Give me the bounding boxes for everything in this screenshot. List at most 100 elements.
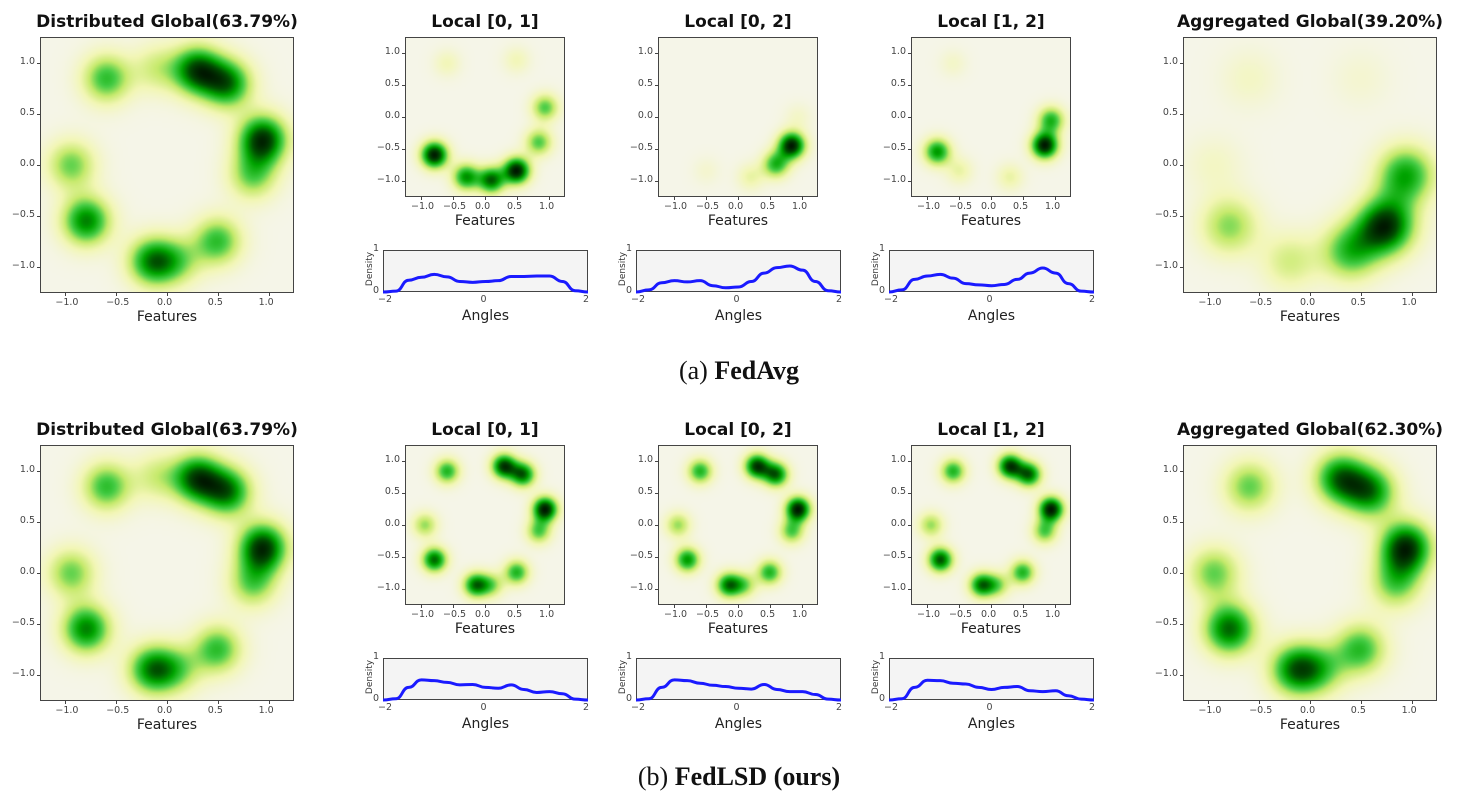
row1-panel2-ytick-mark [655, 589, 658, 590]
row1-panel3-ytick-mark [908, 493, 911, 494]
row1-panel2-density-line [635, 678, 842, 702]
row0-panel1-ytick-label: 0.0 [384, 110, 400, 121]
row0-panel2-xtick-label: 0.5 [760, 201, 776, 212]
row0-panel0-xtick-label: 1.0 [258, 297, 274, 308]
row1-panel3-density-xtick: 2 [1089, 702, 1096, 713]
row1-panel1-ytick-mark [402, 589, 405, 590]
row0-panel0-ytick-mark [37, 62, 40, 64]
row0-panel0-ytick-label: −0.5 [11, 209, 35, 221]
row0-panel1-xlabel: Features [454, 213, 516, 229]
row0-panel2-ytick-mark [655, 117, 658, 118]
row0-panel1-ytick-label: 0.5 [384, 78, 400, 89]
row1-panel0-ytick-mark [37, 573, 40, 574]
row0-panel3-ytick-mark [908, 117, 911, 118]
row0-panel3-ytick-label: 0.5 [890, 78, 906, 89]
row0-panel1-density-ylabel: Density [365, 251, 375, 287]
row1-panel2-xtick-mark [674, 605, 675, 608]
row1-panel1-xtick-mark [485, 605, 486, 608]
row1-panel2-xtick-mark [706, 605, 707, 608]
row1-panel1-density-xtick: 0 [480, 702, 487, 713]
row1-panel3-ytick-label: 0.0 [890, 518, 906, 529]
row1-panel1-xtick-label: −1.0 [411, 609, 435, 620]
row0-panel4-ytick-mark [1180, 267, 1183, 269]
row1-panel2-ytick-mark [655, 493, 658, 494]
row0-panel3-xlabel: Features [960, 213, 1022, 229]
row0-panel0-ytick-mark [37, 267, 40, 269]
row0-panel1-ytick-mark [402, 53, 405, 54]
row0-panel3-title: Local [1, 2] [937, 12, 1045, 32]
row0-panel1-density-xlabel: Angles [461, 308, 510, 324]
row0-panel4-xlabel: Features [1279, 309, 1341, 325]
caption-a-prefix: (a) [678, 356, 715, 385]
row1-panel3-heatmap [911, 445, 1071, 605]
row0-panel0-xtick-label: −1.0 [55, 297, 79, 308]
row1-panel4-xtick-mark [1208, 701, 1210, 704]
row0-panel2-density-ytick: 1 [626, 243, 633, 254]
row1-panel3-density-xtick: 0 [986, 702, 993, 713]
row1-panel3-xtick-mark [927, 605, 928, 608]
row0-panel1-xtick-mark [549, 197, 550, 200]
row1-panel2-ytick-label: 1.0 [637, 454, 653, 465]
row0-panel0-ytick-label: −1.0 [11, 260, 35, 272]
row1-panel1-xtick-mark [549, 605, 550, 608]
row1-panel2-ytick-label: −0.5 [629, 550, 653, 561]
row1-panel2-xtick-label: −1.0 [664, 609, 688, 620]
row1-panel0-xtick-mark [65, 701, 67, 704]
row1-panel2-ytick-mark [655, 557, 658, 558]
row0-panel2-density-xtick: −2 [631, 294, 646, 305]
row1-panel3-xlabel: Features [960, 621, 1022, 637]
row1-panel1-ytick-label: 0.0 [384, 518, 400, 529]
row1-panel1-xtick-label: 1.0 [539, 609, 555, 620]
row1-panel1-heatmap-canvas [406, 446, 564, 604]
row1-panel3-xtick-label: 0.5 [1013, 609, 1029, 620]
row0-panel0-ytick-mark [37, 165, 40, 166]
row0-panel0-xtick-mark [268, 293, 270, 296]
row1-panel4-ytick-mark [1180, 675, 1183, 677]
row0-panel0-xtick-mark [65, 293, 67, 296]
row0-panel4-xtick-mark [1208, 293, 1210, 296]
row0-panel3-ytick-mark [908, 53, 911, 54]
row1-panel0-heatmap [40, 445, 294, 701]
row1-panel3-density-ytick: 1 [879, 651, 886, 662]
row0-panel2-heatmap-canvas [659, 38, 817, 196]
row1-panel2-density-svg [635, 678, 842, 702]
row0-panel2-heatmap [658, 37, 818, 197]
row0-panel1-density-ytick: 0 [373, 285, 380, 296]
row0-panel3-xtick-label: 1.0 [1045, 201, 1061, 212]
row0-panel4-ytick-mark [1180, 113, 1183, 115]
row1-panel4-title: Aggregated Global(62.30%) [1176, 420, 1444, 440]
row1-panel2-ytick-label: 0.5 [637, 486, 653, 497]
row1-panel1-ytick-label: 1.0 [384, 454, 400, 465]
row1-panel3-ytick-label: −1.0 [882, 582, 906, 593]
row1-panel1-xtick-label: 0.0 [475, 609, 491, 620]
row0-panel3-xtick-label: 0.5 [1013, 201, 1029, 212]
row0-panel4-xtick-label: 0.5 [1350, 297, 1366, 308]
caption-b: (b) FedLSD (ours) [638, 762, 840, 792]
row0-panel3-density-ylabel: Density [871, 251, 881, 287]
row1-panel2-xtick-label: 1.0 [792, 609, 808, 620]
row1-panel0-ytick-mark [37, 624, 40, 626]
row1-panel0-ytick-mark [37, 675, 40, 677]
row1-panel2-ytick-mark [655, 461, 658, 462]
row0-panel3-ytick-label: −1.0 [882, 174, 906, 185]
row1-panel3-density-svg [888, 678, 1095, 702]
row1-panel0-xtick-label: −0.5 [106, 705, 130, 716]
row0-panel1-title: Local [0, 1] [431, 12, 539, 32]
row0-panel0-title: Distributed Global(63.79%) [36, 12, 298, 32]
row0-panel4-xtick-mark [1259, 293, 1261, 296]
row1-panel2-ytick-mark [655, 525, 658, 526]
row1-panel4-ytick-mark [1180, 470, 1183, 472]
row0-panel3-density-svg [888, 266, 1095, 294]
row1-panel1-xtick-mark [453, 605, 454, 608]
row0-panel2-xtick-mark [674, 197, 675, 200]
row1-panel3-density-xlabel: Angles [967, 716, 1016, 732]
row1-panel3-heatmap-canvas [912, 446, 1070, 604]
row1-panel2-title: Local [0, 2] [684, 420, 792, 440]
row1-panel2-xlabel: Features [707, 621, 769, 637]
row1-panel1-ytick-mark [402, 461, 405, 462]
row0-panel0-heatmap-canvas [41, 38, 293, 292]
row0-panel0-xtick-mark [167, 293, 168, 296]
row0-panel3-density-line [888, 266, 1095, 294]
row0-panel1-ytick-mark [402, 181, 405, 182]
row1-panel0-ytick-label: −1.0 [11, 668, 35, 680]
